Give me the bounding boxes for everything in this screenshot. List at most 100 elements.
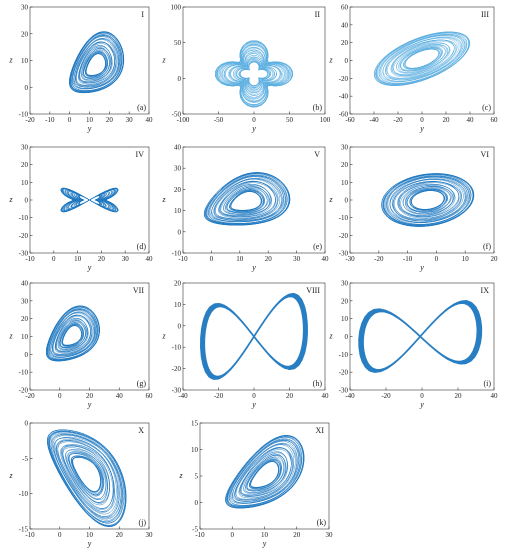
x-axis-label: y (87, 124, 92, 133)
series-line (203, 172, 291, 226)
y-tick-label: 30 (341, 144, 349, 152)
x-tick-label: 0 (435, 255, 439, 263)
plot-frame (349, 6, 495, 115)
panel-roman-label: I (141, 10, 144, 19)
x-tick-label: 20 (106, 116, 114, 124)
y-tick-label: -10 (339, 351, 349, 359)
plot-frame (349, 282, 495, 391)
x-tick-label: 50 (286, 116, 294, 124)
y-tick-label: 30 (21, 144, 29, 152)
panel-letter-label: (g) (137, 379, 147, 388)
plot-frame (199, 422, 330, 530)
plot-frame (182, 146, 326, 254)
series-line (60, 187, 119, 213)
y-axis-label: z (8, 195, 13, 204)
x-tick-label: -40 (369, 116, 379, 124)
y-tick-label: -30 (19, 250, 29, 258)
y-tick-label: -20 (339, 232, 349, 240)
x-tick-label: 10 (261, 531, 269, 539)
y-tick-label: -10 (19, 214, 29, 222)
x-tick-label: 10 (74, 255, 82, 263)
x-tick-label: 40 (322, 255, 330, 263)
x-tick-label: 20 (265, 255, 273, 263)
y-tick-label: -5 (22, 455, 28, 463)
y-tick-label: -10 (19, 490, 29, 498)
y-tick-label: 20 (21, 161, 29, 169)
y-tick-label: -15 (19, 526, 29, 534)
x-tick-label: -30 (345, 255, 355, 263)
y-tick-label: -10 (19, 111, 29, 119)
x-axis-label: y (87, 263, 92, 272)
chart-panel-4: -10 0 10 20 30 40 -30 -20 -10 0 10 20 30 y z IV (d) (8, 144, 153, 273)
panel-roman-label: VIII (306, 286, 320, 295)
x-tick-label: -50 (214, 116, 224, 124)
panel-letter-label: (j) (138, 518, 146, 527)
y-tick-label: 10 (174, 301, 182, 309)
y-tick-label: -10 (172, 250, 182, 258)
series-line (45, 305, 100, 362)
y-tick-label: 5 (195, 473, 199, 481)
y-tick-label: 0 (178, 322, 182, 330)
y-tick-label: 0 (178, 75, 182, 83)
y-tick-label: 40 (174, 144, 182, 152)
x-tick-label: -10 (45, 116, 55, 124)
y-tick-label: 100 (171, 4, 182, 12)
x-tick-label: 30 (122, 255, 130, 263)
x-tick-label: 0 (58, 392, 62, 400)
x-tick-label: 0 (52, 255, 56, 263)
y-axis-label: z (8, 471, 13, 480)
x-tick-label: -40 (178, 392, 188, 400)
x-tick-label: 20 (86, 392, 94, 400)
y-tick-label: 30 (21, 4, 29, 12)
x-tick-label: -10 (178, 255, 188, 263)
y-axis-label: z (161, 332, 166, 341)
y-axis-label: z (8, 332, 13, 341)
panel-letter-label: (h) (313, 379, 323, 388)
series-line (47, 429, 127, 528)
x-tick-label: 0 (420, 116, 424, 124)
x-tick-label: -10 (195, 531, 205, 539)
x-tick-label: 30 (126, 116, 134, 124)
panel-letter-label: (b) (313, 103, 323, 112)
x-tick-label: -10 (25, 531, 35, 539)
y-tick-label: 0 (25, 420, 29, 428)
panel-roman-label: IX (481, 286, 490, 295)
y-tick-label: -30 (339, 250, 349, 258)
x-tick-label: 20 (491, 255, 499, 263)
y-tick-label: 40 (21, 280, 29, 288)
y-tick-label: 60 (341, 4, 349, 12)
y-tick-label: 30 (341, 280, 349, 288)
x-tick-label: 40 (467, 116, 475, 124)
chart-panel-6: -30 -20 -10 0 10 20 -30 -20 -10 0 10 20 30 y z VI (f) (328, 144, 498, 273)
y-tick-label: 10 (21, 179, 29, 187)
x-tick-label: 30 (293, 255, 301, 263)
y-tick-label: -40 (339, 93, 349, 101)
x-tick-label: -10 (403, 255, 413, 263)
x-axis-label: y (251, 263, 256, 272)
panel-roman-label: IV (136, 150, 145, 159)
y-tick-label: -30 (172, 387, 182, 395)
x-tick-label: 20 (286, 392, 294, 400)
y-axis-label: z (178, 471, 183, 480)
y-tick-label: -5 (192, 526, 198, 534)
chart-panel-5: -10 0 10 20 30 40 -10 0 10 20 30 40 y z V (e) (161, 144, 329, 273)
x-tick-label: 40 (491, 392, 499, 400)
x-tick-label: 0 (68, 116, 72, 124)
x-tick-label: 40 (146, 116, 154, 124)
x-tick-label: 20 (455, 392, 463, 400)
panel-letter-label: (f) (483, 242, 491, 251)
y-tick-label: -20 (19, 387, 29, 395)
x-tick-label: 0 (58, 531, 62, 539)
y-tick-label: 0 (195, 499, 199, 507)
panel-roman-label: II (315, 10, 321, 19)
y-tick-label: 40 (341, 21, 349, 29)
y-tick-label: 0 (345, 197, 349, 205)
y-tick-label: 0 (25, 351, 29, 359)
x-tick-label: 20 (98, 255, 106, 263)
y-axis-label: z (8, 56, 13, 65)
y-tick-label: 10 (191, 446, 199, 454)
x-tick-label: -20 (214, 392, 224, 400)
x-tick-label: 10 (462, 255, 470, 263)
